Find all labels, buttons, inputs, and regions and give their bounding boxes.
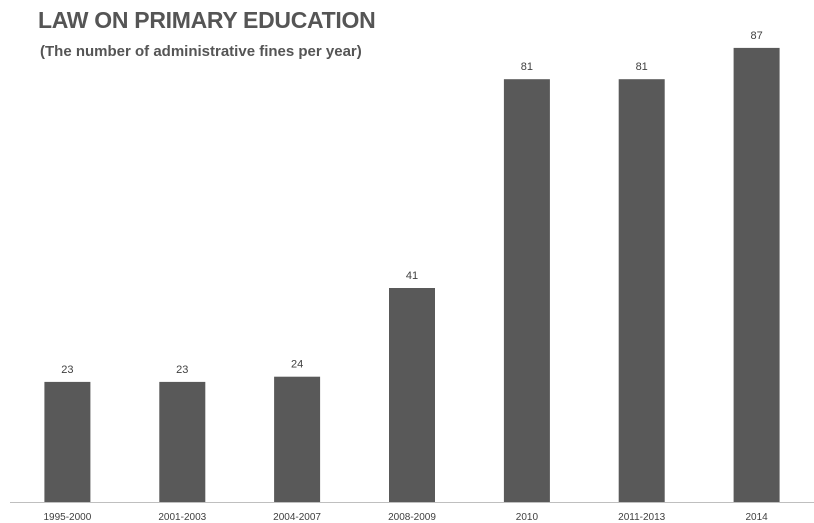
- data-labels-group: 23 23 24 41 81 81 87: [61, 30, 762, 376]
- x-tick-label-2011-2013: 2011-2013: [618, 512, 666, 523]
- bars-group: [44, 47, 780, 503]
- x-tick-labels-group: 1995-2000 2001-2003 2004-2007 2008-2009 2010…: [43, 512, 768, 523]
- bar-2008-2009: [389, 288, 435, 502]
- x-tick-label-2010: 2010: [516, 512, 539, 523]
- data-label-2008-2009: 41: [406, 270, 418, 282]
- data-label-2011-2013: 81: [636, 61, 648, 73]
- chart-title: LAW ON PRIMARY EDUCATION: [38, 7, 376, 33]
- x-tick-label-1995-2000: 1995-2000: [43, 512, 91, 523]
- bar-2011-2013: [618, 79, 665, 502]
- bar-2014: [733, 47, 780, 503]
- x-tick-label-2004-2007: 2004-2007: [273, 512, 321, 523]
- bar-2010: [503, 79, 550, 502]
- bar-2001-2003: [159, 381, 206, 502]
- bar-2004-2007: [274, 376, 321, 502]
- data-label-2010: 81: [521, 61, 533, 73]
- x-tick-label-2001-2003: 2001-2003: [158, 512, 206, 523]
- data-label-2014: 87: [750, 30, 762, 42]
- data-label-1995-2000: 23: [61, 364, 73, 376]
- data-label-2004-2007: 24: [291, 359, 303, 371]
- x-tick-label-2014: 2014: [745, 512, 768, 523]
- data-label-2001-2003: 23: [176, 364, 188, 376]
- bar-1995-2000: [44, 381, 91, 502]
- x-tick-label-2008-2009: 2008-2009: [388, 512, 436, 523]
- chart-subtitle: (The number of administrative fines per …: [40, 43, 362, 60]
